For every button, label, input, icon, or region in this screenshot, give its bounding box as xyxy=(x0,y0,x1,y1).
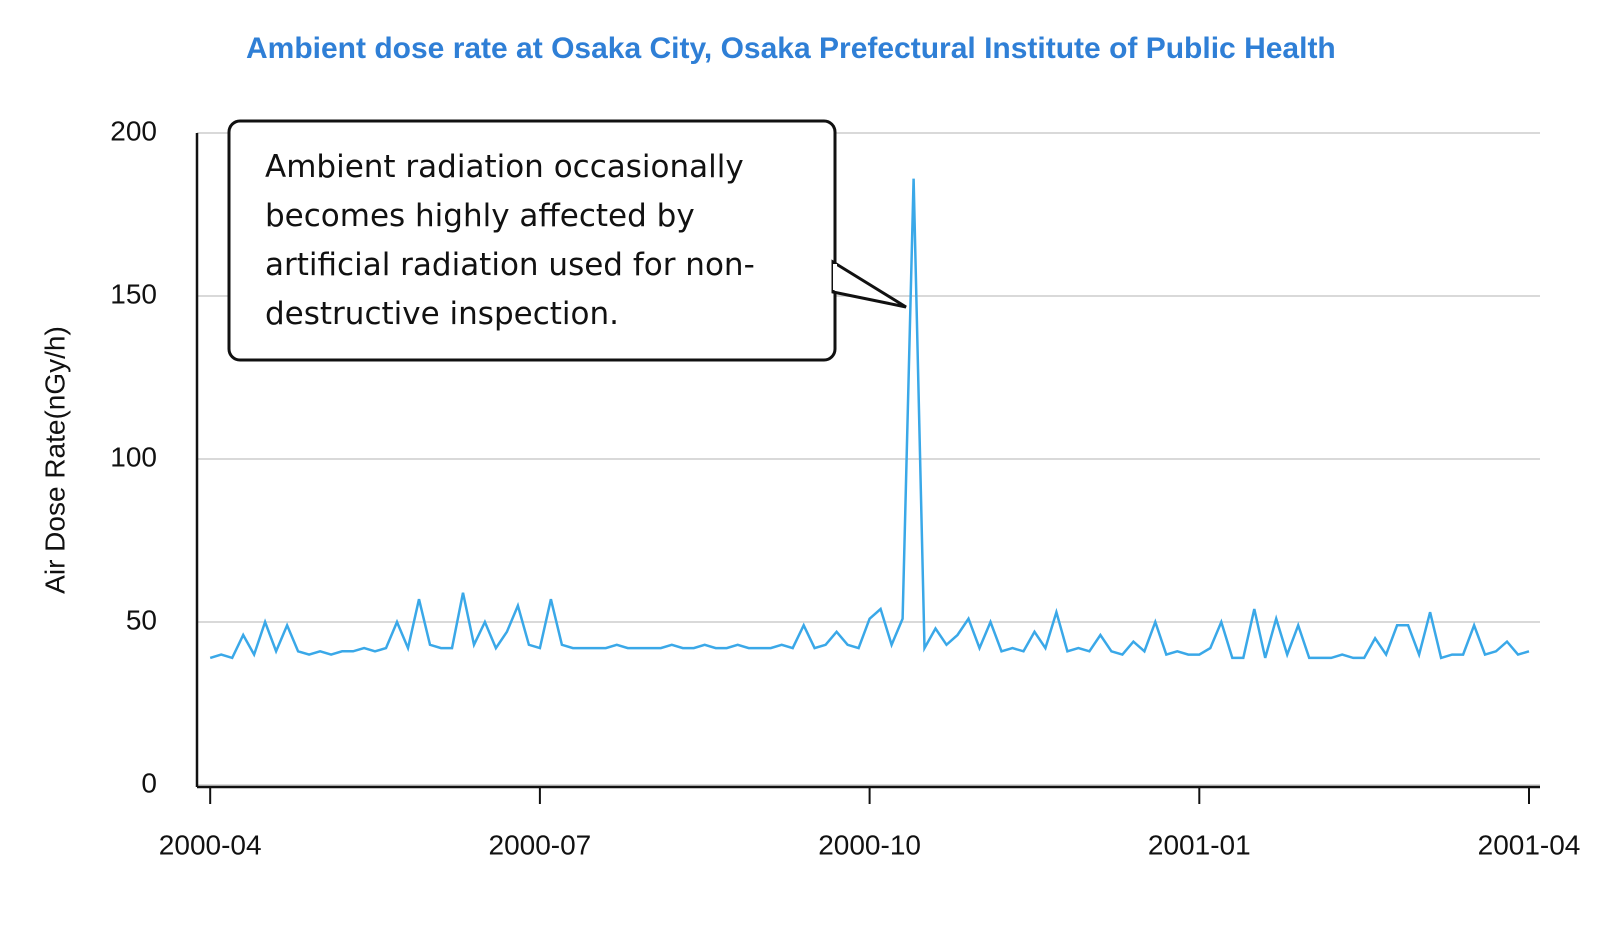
data-line xyxy=(209,178,1530,660)
x-tick-label: 2001-04 xyxy=(1478,829,1581,860)
x-tick-label: 2000-10 xyxy=(818,829,921,860)
x-tick-label: 2001-01 xyxy=(1148,829,1251,860)
y-tick-label: 50 xyxy=(126,604,157,635)
y-tick-label: 0 xyxy=(141,767,157,798)
plot-area xyxy=(209,178,1530,660)
annotation: Ambient radiation occasionally becomes h… xyxy=(265,149,755,332)
x-tick-label: 2000-07 xyxy=(489,829,592,860)
chart-title: Ambient dose rate at Osaka City, Osaka P… xyxy=(246,32,1336,65)
y-tick-label: 100 xyxy=(110,441,157,472)
x-tick-label: 2000-04 xyxy=(159,829,262,860)
y-tick-label: 200 xyxy=(110,115,157,146)
callout xyxy=(227,119,907,362)
callout-box xyxy=(227,119,837,362)
y-axis-label: Air Dose Rate(nGy/h) xyxy=(39,326,70,594)
callout-tail xyxy=(831,259,907,309)
y-tick-label: 150 xyxy=(110,278,157,309)
